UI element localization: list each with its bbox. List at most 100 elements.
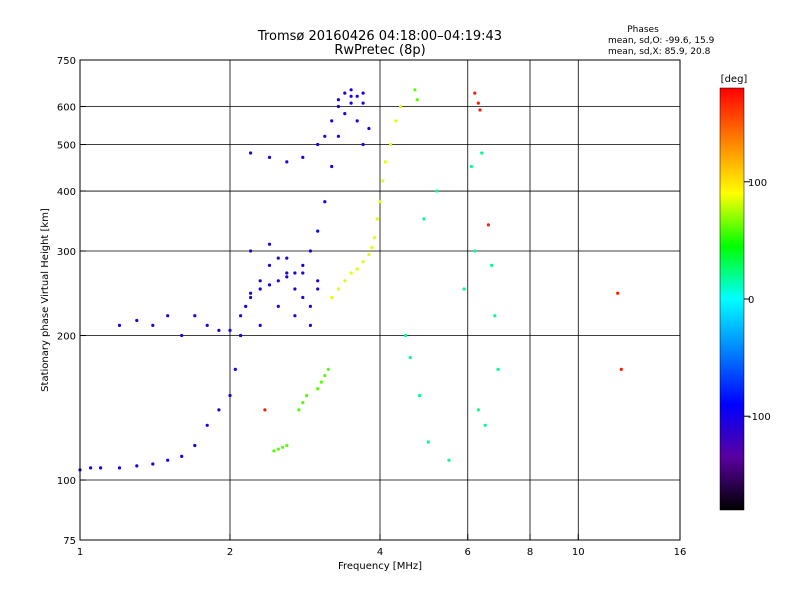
data-point [619,367,623,371]
data-point [301,155,305,159]
data-point [316,287,320,291]
data-point [180,333,184,338]
data-point [316,387,320,391]
data-point [151,462,155,466]
x-tick-label: 4 [377,547,383,558]
data-points [78,88,623,472]
data-point [403,333,408,338]
data-point [389,142,393,147]
data-point [323,374,327,378]
y-tick-label: 750 [57,56,76,67]
y-tick-label: 75 [63,536,76,547]
data-point [305,393,309,398]
data-point [336,287,340,291]
data-point [205,423,209,427]
x-axis-label: Frequency [MHz] [338,561,422,572]
data-point [435,189,439,193]
data-point [336,98,340,102]
data-point [361,142,365,147]
data-point [135,464,139,468]
data-point [330,164,334,169]
data-point [233,367,237,371]
data-point [355,267,359,271]
data-point [301,271,305,275]
stats-x-mode: mean, sd,X: 85.9, 20.8 [608,47,711,57]
stats-o-mode: mean, sd,O: -99.6, 15.9 [608,36,715,46]
data-point [316,229,320,233]
data-point [135,318,139,323]
data-point [349,94,353,98]
axis-ticks: 1 2 4 6 8 10 16 75 100 200 300 400 500 600 750 [57,56,686,558]
data-point [323,200,327,204]
data-point [336,134,340,138]
data-point [267,283,272,287]
data-point [276,279,280,283]
data-point [473,249,477,253]
x-tick-label: 2 [227,547,233,558]
data-point [399,104,403,109]
data-point [285,443,289,448]
data-point [166,314,170,318]
data-point [258,323,262,327]
data-point [367,252,371,257]
data-point [281,445,285,449]
data-point [383,160,387,164]
data-point [301,401,305,405]
data-point [493,314,497,318]
data-point [326,367,330,371]
data-point [166,458,170,462]
data-point [426,440,430,444]
stats-heading: Phases [627,25,659,35]
data-point [422,217,426,221]
colorbar-ticks: 100 0 -100 [744,178,771,423]
data-point [447,458,451,462]
data-point [89,466,93,470]
data-point [394,119,398,123]
data-point [285,275,289,279]
data-point [217,408,221,412]
data-point [343,91,347,95]
data-point [249,151,253,155]
data-point [378,200,382,204]
data-point [308,304,312,308]
colorbar-tick-label: 0 [748,295,754,306]
data-point [228,328,232,332]
colorbar-label: [deg] [721,74,748,85]
data-point [355,119,359,123]
data-point [496,367,500,371]
data-point [293,287,297,291]
data-point [180,454,184,458]
data-point [361,91,365,95]
x-tick-label: 8 [527,547,533,558]
data-point [483,423,487,427]
data-point [330,295,334,300]
data-point [117,323,122,327]
data-point [486,223,490,227]
data-point [319,380,323,384]
data-point [228,393,232,398]
data-point [473,91,477,95]
data-point [469,164,473,169]
data-point [117,466,122,470]
y-tick-label: 200 [57,332,76,343]
data-point [249,249,253,253]
grid-lines [80,60,680,540]
y-tick-label: 500 [57,141,76,152]
data-point [361,260,365,264]
data-point [408,355,412,360]
data-point [285,271,289,275]
data-point [293,271,297,275]
data-point [99,466,103,470]
data-point [417,393,422,398]
data-point [367,126,371,131]
data-point [285,256,289,260]
data-point [151,323,155,327]
x-tick-label: 6 [465,547,471,558]
y-tick-label: 300 [57,247,76,258]
data-point [293,314,297,318]
data-point [258,279,262,283]
data-point [239,333,243,338]
data-point [490,263,494,267]
data-point [267,155,272,159]
data-point [308,249,312,253]
